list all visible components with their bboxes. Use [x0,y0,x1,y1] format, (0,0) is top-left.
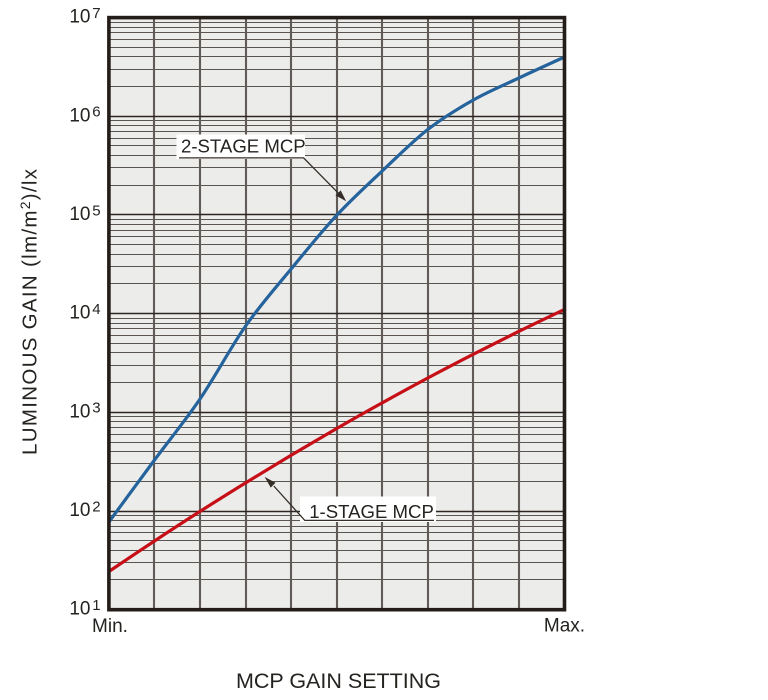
svg-text:2-STAGE MCP: 2-STAGE MCP [181,136,306,157]
svg-text:10: 10 [69,599,90,620]
svg-text:4: 4 [92,301,100,318]
svg-text:Min.: Min. [92,616,128,637]
svg-text:10: 10 [69,303,90,324]
svg-text:10: 10 [69,204,90,225]
svg-text:1-STAGE MCP: 1-STAGE MCP [309,501,434,522]
svg-text:7: 7 [92,5,100,22]
svg-text:5: 5 [92,202,100,219]
svg-text:10: 10 [69,7,90,28]
svg-text:6: 6 [92,104,100,121]
svg-text:10: 10 [69,401,90,422]
svg-text:Max.: Max. [544,616,585,637]
svg-text:MCP GAIN SETTING: MCP GAIN SETTING [236,669,441,693]
svg-text:2: 2 [92,498,100,515]
svg-text:10: 10 [69,105,90,126]
svg-text:10: 10 [69,500,90,521]
svg-text:3: 3 [92,400,100,417]
svg-text:LUMINOUS GAIN (lm/m2)/lx: LUMINOUS GAIN (lm/m2)/lx [17,168,41,455]
svg-text:1: 1 [92,597,100,614]
